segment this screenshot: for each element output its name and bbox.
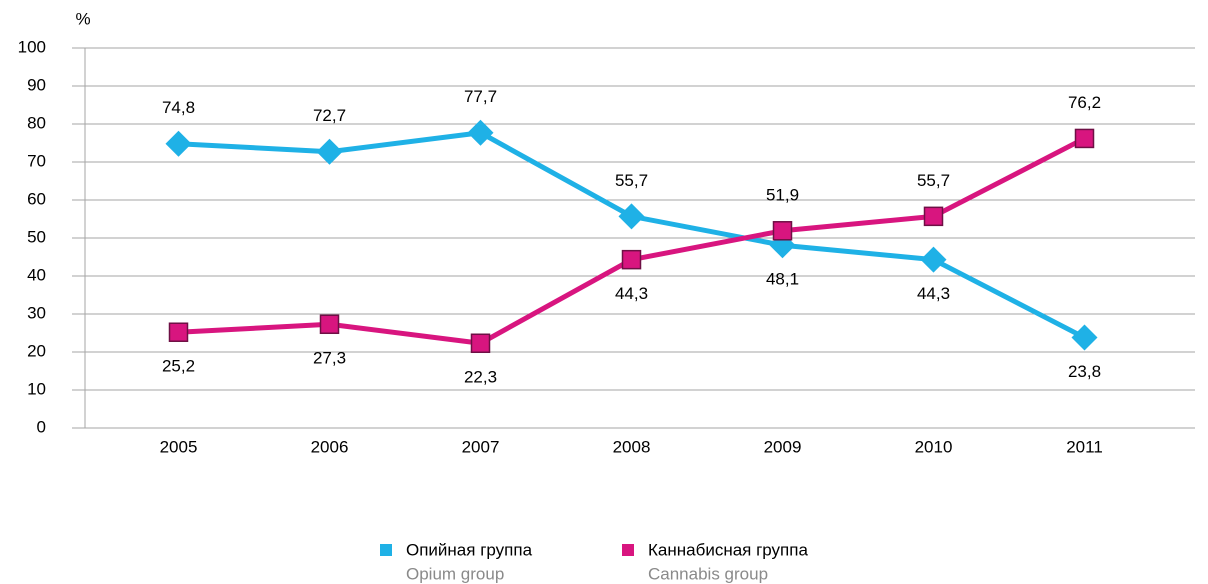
data-label: 77,7 <box>464 87 497 106</box>
y-tick-label: 10 <box>27 379 46 398</box>
y-tick-label: 80 <box>27 113 46 132</box>
data-label: 55,7 <box>917 171 950 190</box>
data-label: 74,8 <box>162 98 195 117</box>
y-tick-label: 40 <box>27 265 46 284</box>
data-label: 22,3 <box>464 368 497 387</box>
data-label: 76,2 <box>1068 93 1101 112</box>
marker <box>168 322 189 342</box>
data-label: 44,3 <box>917 284 950 303</box>
series-line <box>178 136 1086 346</box>
y-tick-label: 0 <box>37 417 46 436</box>
data-label: 51,9 <box>766 185 799 204</box>
legend-label: Каннабисная группа <box>648 540 808 559</box>
y-tick-label: 70 <box>27 151 46 170</box>
marker <box>772 221 793 241</box>
data-label: 55,7 <box>615 171 648 190</box>
x-tick-label: 2005 <box>160 437 198 456</box>
x-tick-label: 2007 <box>462 437 500 456</box>
marker <box>920 246 947 273</box>
marker <box>467 119 494 146</box>
data-label: 48,1 <box>766 270 799 289</box>
marker <box>470 333 491 354</box>
y-axis-label: % <box>75 9 90 28</box>
x-tick-label: 2008 <box>613 437 651 456</box>
legend-label-en: Cannabis group <box>648 564 768 583</box>
marker <box>1071 324 1098 351</box>
data-label: 27,3 <box>313 349 346 368</box>
x-tick-label: 2011 <box>1066 437 1103 456</box>
data-label: 44,3 <box>615 284 648 303</box>
marker <box>319 314 340 335</box>
y-tick-label: 20 <box>27 341 46 360</box>
marker <box>165 130 192 157</box>
y-tick-label: 90 <box>27 75 46 94</box>
x-tick-label: 2006 <box>311 437 349 456</box>
data-label: 25,2 <box>162 357 195 376</box>
data-label: 23,8 <box>1068 362 1101 381</box>
marker <box>1074 128 1095 149</box>
legend-swatch <box>380 544 392 556</box>
marker <box>621 249 642 270</box>
x-tick-label: 2009 <box>764 437 802 456</box>
legend-swatch <box>622 544 634 556</box>
marker <box>923 206 944 227</box>
legend-label-en: Opium group <box>406 564 504 583</box>
x-tick-label: 2010 <box>915 437 953 456</box>
data-label: 72,7 <box>313 106 346 125</box>
y-tick-label: 100 <box>18 37 46 56</box>
y-tick-label: 30 <box>27 303 46 322</box>
marker <box>316 138 343 165</box>
legend-label: Опийная группа <box>406 540 533 559</box>
y-tick-label: 60 <box>27 189 46 208</box>
marker <box>618 203 645 230</box>
series-line <box>178 130 1086 340</box>
y-tick-label: 50 <box>27 227 46 246</box>
